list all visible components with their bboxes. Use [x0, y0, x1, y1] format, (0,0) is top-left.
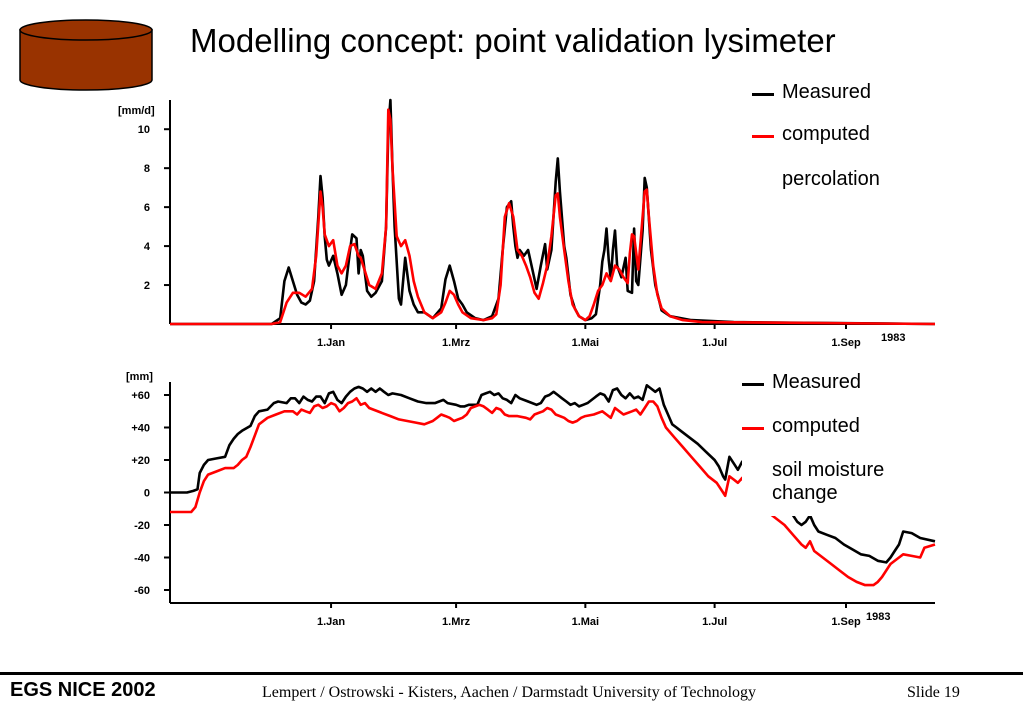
- soil-moisture-chart: [mm] 1983 +60 +40 +20 0 -20 -40 -60 1.Jan 1.Mrz…: [126, 371, 936, 628]
- soil-moisture-legend: Measured computed soil moisture change: [742, 366, 962, 516]
- y-tick-label: -40: [134, 553, 150, 565]
- legend-entry-measured: Measured: [742, 371, 942, 401]
- x-tick-label: 1.Mrz: [442, 616, 471, 628]
- x-tick-label: 1.Sep: [831, 616, 861, 628]
- legend-caption: soil moisture change: [772, 459, 885, 504]
- x-tick-label: 1.Mai: [572, 337, 600, 349]
- y-tick-label: 6: [144, 202, 150, 214]
- legend-label: computed: [782, 123, 870, 145]
- legend-swatch-measured: [752, 93, 774, 96]
- y-axis-label: [mm]: [126, 371, 153, 383]
- year-label: 1983: [881, 332, 905, 344]
- slide-title: Modelling concept: point validation lysi…: [190, 22, 836, 59]
- legend-label: computed: [772, 415, 860, 437]
- y-axis-label: [mm/d]: [118, 105, 155, 117]
- legend-swatch-computed: [752, 135, 774, 138]
- legend-swatch-computed: [742, 427, 764, 430]
- legend-label: Measured: [782, 81, 871, 103]
- x-tick-label: 1.Jul: [702, 337, 727, 349]
- legend-swatch-measured: [742, 383, 764, 386]
- x-tick-label: 1.Jul: [702, 616, 727, 628]
- series-line-measured: [170, 98, 936, 326]
- legend-entry-computed: computed: [742, 415, 942, 445]
- lysimeter-cylinder-icon: [18, 18, 158, 103]
- y-tick-label: -20: [134, 520, 150, 532]
- x-tick-label: 1.Sep: [831, 337, 861, 349]
- series-line-computed: [170, 397, 936, 587]
- y-tick-label: 2: [144, 280, 150, 292]
- y-tick-label: 10: [138, 124, 150, 136]
- y-tick-label: 0: [144, 488, 150, 500]
- legend-entry-computed: computed: [752, 123, 952, 153]
- year-label: 1983: [866, 611, 890, 623]
- legend-entry-measured: Measured: [752, 81, 952, 111]
- series-line-computed: [170, 108, 936, 326]
- x-tick-label: 1.Jan: [317, 337, 345, 349]
- footer-divider: [0, 672, 1023, 675]
- y-tick-label: +20: [131, 455, 150, 467]
- x-tick-label: 1.Jan: [317, 616, 345, 628]
- footer-conference: EGS NICE 2002: [10, 679, 156, 701]
- y-tick-label: -60: [134, 585, 150, 597]
- legend-caption: percolation: [782, 168, 880, 190]
- footer-slide-number: Slide 19: [907, 684, 960, 701]
- y-tick-label: 4: [144, 241, 151, 253]
- percolation-legend: Measured computed percolation: [752, 76, 965, 194]
- legend-label: Measured: [772, 371, 861, 393]
- footer-authors: Lempert / Ostrowski - Kisters, Aachen / …: [262, 684, 757, 701]
- y-tick-label: 8: [144, 163, 150, 175]
- x-tick-label: 1.Mrz: [442, 337, 471, 349]
- x-tick-label: 1.Mai: [572, 616, 600, 628]
- y-tick-label: +40: [131, 423, 150, 435]
- percolation-chart: [mm/d] 1983 2 4 6 8 10 1.Jan 1.Mrz 1.Mai 1.Jul 1…: [118, 98, 936, 349]
- y-tick-label: +60: [131, 390, 150, 402]
